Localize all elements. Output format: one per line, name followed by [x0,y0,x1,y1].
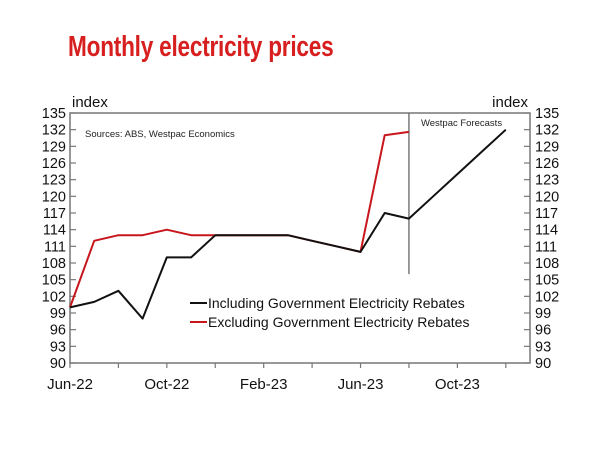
y-tick-label-right: 99 [535,306,551,322]
y-tick-label-left: 129 [42,139,66,155]
x-tick-label: Oct-22 [144,376,189,393]
legend-label: Excluding Government Electricity Rebates [208,314,469,330]
y-axis-label-right: index [492,94,528,111]
y-tick-label-right: 132 [535,123,559,139]
x-tick-label: Oct-23 [435,376,480,393]
y-tick-label-right: 102 [535,289,559,305]
y-tick-label-right: 96 [535,323,551,339]
y-tick-label-right: 126 [535,156,559,172]
y-tick-label-right: 111 [535,239,557,255]
y-tick-label-right: 117 [535,206,558,222]
y-tick-label-left: 123 [42,173,66,189]
y-tick-label-right: 123 [535,173,559,189]
y-tick-label-left: 132 [42,123,66,139]
chart-title: Monthly electricity prices [68,31,334,63]
y-tick-label-right: 114 [535,223,558,239]
y-tick-label-left: 105 [42,273,66,289]
y-tick-label-right: 108 [535,256,559,272]
y-tick-label-left: 117 [43,206,66,222]
y-tick-label-right: 105 [535,273,559,289]
plot-frame [69,112,531,364]
y-tick-label-left: 99 [50,306,66,322]
x-tick-label: Jun-23 [338,376,384,393]
y-tick-label-left: 114 [43,223,66,239]
y-axis-label-left: index [72,94,108,111]
y-tick-label-right: 93 [535,339,551,355]
y-tick-label-left: 135 [42,106,66,122]
legend-label: Including Government Electricity Rebates [208,295,465,311]
y-tick-label-left: 90 [50,356,66,372]
y-tick-label-right: 120 [535,189,559,205]
forecast-annotation: Westpac Forecasts [421,118,502,129]
y-tick-label-right: 135 [535,106,559,122]
series-line [69,130,410,308]
y-tick-label-left: 120 [42,189,66,205]
y-tick-label-left: 93 [50,339,66,355]
y-tick-label-left: 126 [42,156,66,172]
y-tick-label-left: 108 [42,256,66,272]
x-tick-label: Jun-22 [47,376,93,393]
y-tick-label-right: 90 [535,356,551,372]
series-line [69,128,507,320]
source-note: Sources: ABS, Westpac Economics [85,129,235,140]
x-tick-label: Feb-23 [240,376,288,393]
y-tick-label-right: 129 [535,139,559,155]
y-tick-label-left: 96 [50,323,66,339]
y-tick-label-left: 102 [42,289,66,305]
y-tick-label-left: 111 [44,239,66,255]
